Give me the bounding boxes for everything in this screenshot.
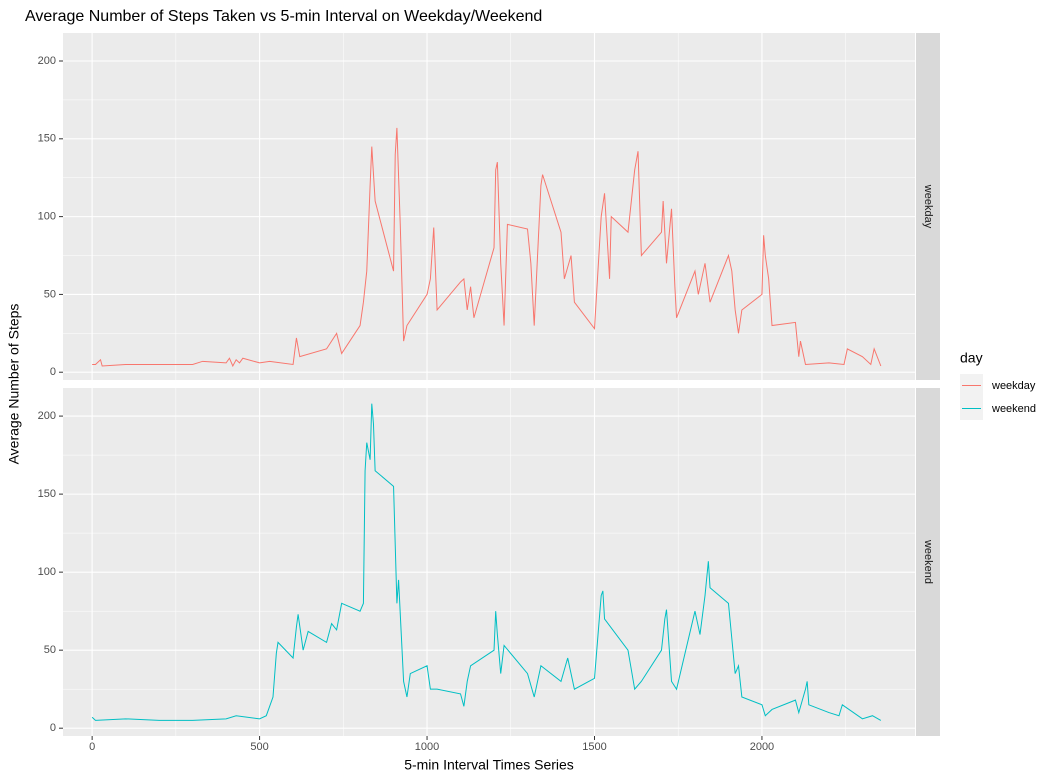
y-tick-label: 200 [38,55,56,67]
y-tick-label: 150 [38,488,56,500]
x-tick-label: 1000 [415,741,439,753]
x-tick-label: 1500 [582,741,606,753]
y-tick-label: 200 [38,410,56,422]
facet-strip-label: weekend [922,539,934,584]
data-line [91,403,882,721]
y-tick-label: 100 [38,211,56,223]
y-tick-label: 150 [38,133,56,145]
data-line [92,127,882,368]
y-tick-label: 0 [50,366,56,378]
facet-strip-label: weekday [922,184,934,229]
panel-background [63,33,915,380]
x-tick-label: 500 [250,741,268,753]
chart-title: Average Number of Steps Taken vs 5-min I… [25,8,542,25]
facet-strip [916,388,940,736]
y-tick-label: 50 [44,644,56,656]
y-tick-label: 50 [44,288,56,300]
y-tick-label: 0 [50,722,56,734]
y-axis-label: Average Number of Steps [6,304,22,465]
x-tick-label: 0 [89,741,95,753]
facet-strip [916,33,940,380]
x-axis-label: 5-min Interval Times Series [404,757,574,773]
legend-label: weekend [991,403,1036,415]
x-tick-label: 2000 [750,741,774,753]
legend-title: day [960,350,983,366]
panel-background [63,388,915,736]
y-tick-label: 100 [38,566,56,578]
legend-label: weekday [991,380,1036,392]
